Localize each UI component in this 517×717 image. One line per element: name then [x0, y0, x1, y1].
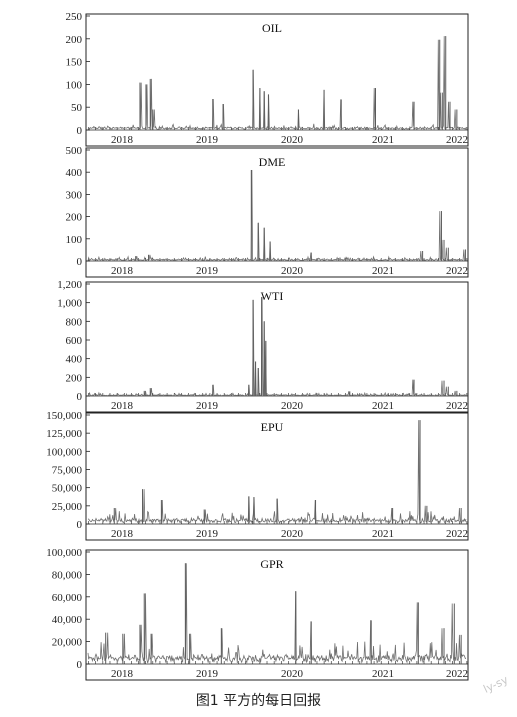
y-tick-label: 25,000	[52, 501, 83, 513]
x-tick-label: 2019	[196, 400, 219, 412]
y-tick-label: 800	[66, 316, 83, 328]
plot-frame	[85, 549, 469, 681]
x-tick-label: 2019	[196, 265, 219, 277]
y-tick-label: 40,000	[52, 614, 83, 626]
x-tick-label: 2020	[281, 528, 304, 540]
x-tick-label: 2021	[372, 668, 394, 680]
y-tick-label: 200	[66, 212, 83, 224]
y-tick-label: 75,000	[52, 465, 83, 477]
y-tick-label: 100	[66, 234, 83, 246]
x-tick-label: 2020	[281, 265, 304, 277]
y-tick-label: 150,000	[46, 410, 82, 422]
y-tick-label: 400	[66, 167, 83, 179]
x-tick-label: 2021	[372, 134, 394, 146]
y-tick-label: 250	[66, 11, 83, 23]
plot-frame	[85, 147, 469, 278]
y-tick-label: 100	[66, 79, 83, 91]
figure-caption: 图1 平方的每日回报	[195, 693, 322, 709]
chart-title: WTI	[261, 289, 284, 303]
y-tick-label: 400	[66, 354, 83, 366]
plot-frame	[85, 412, 469, 541]
y-tick-label: 100,000	[46, 446, 82, 458]
y-tick-label: 200	[66, 372, 83, 384]
y-tick-label: 600	[66, 335, 83, 347]
chart-panel-wti: 0 200 400 600 800 1,000 1,200 2018 2019 2020 2021 2…	[57, 279, 469, 413]
x-tick-label: 2020	[281, 668, 304, 680]
x-tick-label: 2021	[372, 265, 394, 277]
x-tick-label: 2018	[111, 400, 134, 412]
y-tick-label: 0	[77, 519, 83, 531]
series-line-oil	[87, 36, 467, 131]
x-tick-label: 2019	[196, 134, 219, 146]
x-tick-label: 2018	[111, 668, 134, 680]
x-tick-label: 2018	[111, 528, 134, 540]
x-tick-label: 2021	[372, 400, 394, 412]
x-tick-label: 2022	[446, 668, 468, 680]
chart-panel-epu: 0 25,000 50,000 75,000 100,000 125,000 150,000…	[46, 410, 469, 541]
y-tick-label: 1,200	[57, 279, 82, 291]
y-tick-label: 0	[77, 256, 83, 268]
y-tick-label: 80,000	[52, 569, 83, 581]
chart-panel-dme: 0 100 200 300 400 500 2018 2019 2020 2021 2022 DME	[66, 145, 469, 278]
x-tick-label: 2022	[446, 400, 468, 412]
y-tick-label: 0	[77, 391, 83, 403]
x-tick-label: 2020	[281, 400, 304, 412]
x-tick-label: 2022	[446, 265, 468, 277]
plot-frame	[85, 281, 469, 413]
x-tick-label: 2018	[111, 265, 134, 277]
y-tick-label: 300	[66, 189, 83, 201]
y-tick-label: 0	[77, 125, 83, 137]
y-tick-label: 50	[71, 102, 83, 114]
chart-title: GPR	[260, 557, 283, 571]
chart-title: DME	[259, 155, 286, 169]
y-tick-label: 500	[66, 145, 83, 157]
x-tick-label: 2019	[196, 528, 219, 540]
series-line-dme	[87, 169, 467, 262]
x-tick-label: 2022	[446, 134, 468, 146]
x-tick-label: 2020	[281, 134, 304, 146]
y-tick-label: 0	[77, 659, 83, 671]
chart-title: OIL	[262, 21, 282, 35]
chart-panel-oil: 0 50 100 150 200 250 2018 2019 2020 2021 2022 OIL	[66, 11, 469, 147]
chart-panel-gpr: 0 20,000 40,000 60,000 80,000 100,000 2018 2019…	[46, 547, 469, 681]
y-tick-label: 60,000	[52, 592, 83, 604]
y-tick-label: 1,000	[57, 298, 82, 310]
y-tick-label: 100,000	[46, 547, 82, 559]
y-tick-label: 200	[66, 34, 83, 46]
plot-frame	[85, 13, 469, 147]
y-tick-label: 150	[66, 57, 83, 69]
chart-title: EPU	[261, 420, 284, 434]
y-tick-label: 50,000	[52, 483, 83, 495]
x-tick-label: 2018	[111, 134, 134, 146]
y-tick-label: 20,000	[52, 637, 83, 649]
x-tick-label: 2021	[372, 528, 394, 540]
x-tick-label: 2019	[196, 668, 219, 680]
x-tick-label: 2022	[446, 528, 468, 540]
y-tick-label: 125,000	[46, 428, 82, 440]
series-line-wti	[87, 297, 467, 397]
